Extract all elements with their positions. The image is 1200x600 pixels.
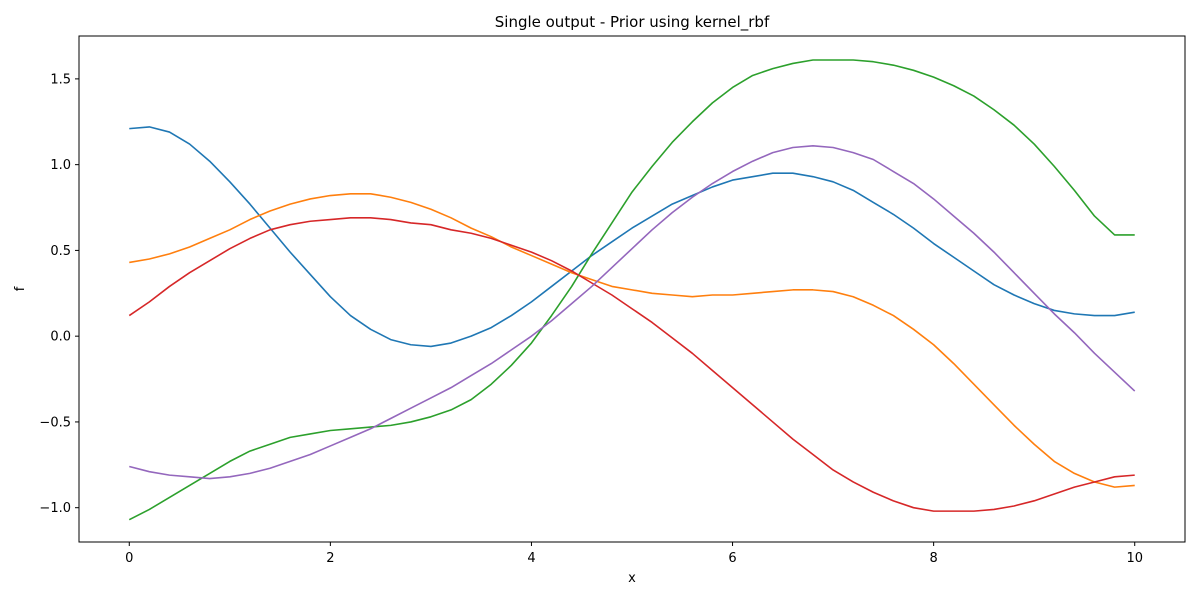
series-line-4 xyxy=(128,217,1135,512)
y-tick-label: −1.0 xyxy=(39,501,71,516)
series-line-5 xyxy=(129,144,1136,480)
series-layer xyxy=(128,59,1136,521)
series-line-3 xyxy=(128,59,1135,521)
y-tick-label: −0.5 xyxy=(39,415,71,430)
x-axis-label: x xyxy=(628,571,636,586)
y-tick-label: 1.5 xyxy=(50,72,71,87)
x-tick-label: 6 xyxy=(728,551,736,566)
x-tick-label: 2 xyxy=(326,551,334,566)
y-tick-label: 0.0 xyxy=(50,330,71,345)
x-tick-label: 8 xyxy=(929,551,937,566)
chart-title: Single output - Prior using kernel_rbf xyxy=(495,13,770,32)
y-axis: −1.0 −0.5 0.0 0.5 1.0 1.5 xyxy=(39,72,79,516)
plot-frame xyxy=(78,35,1186,543)
series-line-1 xyxy=(129,126,1135,348)
x-tick-label: 0 xyxy=(125,551,133,566)
x-tick-label: 4 xyxy=(527,551,535,566)
series-line-2 xyxy=(129,193,1135,488)
x-axis: 0 2 4 6 8 10 xyxy=(125,542,1143,566)
y-axis-label: f xyxy=(13,286,28,291)
y-tick-label: 1.0 xyxy=(50,158,71,173)
x-tick-label: 10 xyxy=(1126,551,1143,566)
y-tick-label: 0.5 xyxy=(50,244,71,259)
